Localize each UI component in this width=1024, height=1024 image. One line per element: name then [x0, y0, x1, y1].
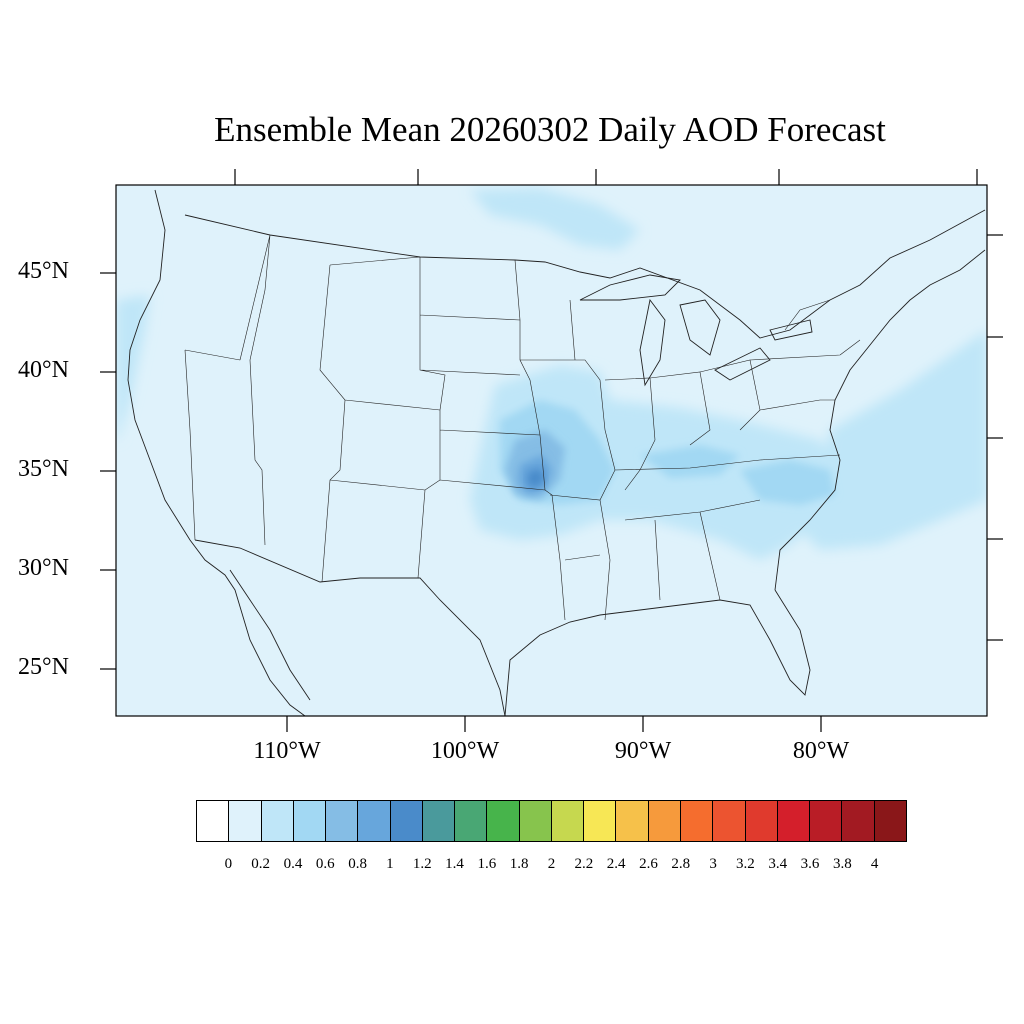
- lake-superior: [579, 274, 681, 301]
- lon-label-90w: 90°W: [614, 738, 672, 764]
- colorbar-tick-label: 3.2: [736, 856, 755, 872]
- colorbar-box: [229, 801, 262, 841]
- mexico-border: [194, 539, 506, 716]
- colorbar-box: [584, 801, 617, 841]
- aod-region-carolina: [740, 460, 835, 505]
- colorbar-tick-label: 2.8: [671, 856, 691, 872]
- colorbar-tick-label: 0.4: [283, 856, 303, 872]
- lon-label-110w: 110°W: [253, 738, 321, 764]
- colorbar-tick-label: 0.2: [251, 856, 270, 872]
- colorbar-tick-label: 1.4: [445, 856, 464, 872]
- colorbar-tick-label: 0.8: [348, 856, 367, 872]
- colorbar-box: [616, 801, 649, 841]
- lat-label-30n: 30°N: [18, 555, 69, 581]
- colorbar-tick-label: 1.6: [477, 856, 497, 872]
- map-title: Ensemble Mean 20260302 Daily AOD Forecas…: [214, 110, 886, 149]
- colorbar-box: [261, 801, 294, 841]
- colorbar-box: [326, 801, 359, 841]
- lake-erie: [714, 347, 771, 381]
- colorbar-box: [842, 801, 875, 841]
- colorbar-tick-label: 2.2: [574, 856, 594, 872]
- colorbar-tick-label: 3: [709, 856, 717, 872]
- colorbar: [196, 800, 907, 842]
- colorbar-box: [487, 801, 520, 841]
- colorbar-box: [293, 801, 327, 841]
- lat-label-35n: 35°N: [18, 456, 69, 482]
- colorbar-box: [358, 801, 391, 841]
- aod-region-atlantic-band: [790, 330, 987, 550]
- colorbar-box: [713, 801, 746, 841]
- canada-border: [184, 209, 986, 339]
- left-ticks: [100, 272, 116, 670]
- gulf-of-california: [229, 569, 311, 701]
- aod-region-kentucky: [640, 445, 740, 478]
- colorbar-box: [777, 801, 811, 841]
- right-ticks: [987, 234, 1003, 641]
- colorbar-tick-label: 2.4: [606, 856, 626, 872]
- colorbar-box: [874, 801, 906, 841]
- aod-region-great-lakes-north: [470, 188, 640, 250]
- colorbar-tick-label: 1: [386, 856, 394, 872]
- colorbar-box: [745, 801, 778, 841]
- aod-contours: [116, 188, 987, 560]
- lon-label-100w: 100°W: [430, 738, 500, 764]
- lake-michigan: [639, 298, 666, 387]
- lat-label-45n: 45°N: [18, 258, 69, 284]
- bottom-ticks: [286, 716, 822, 732]
- colorbar-tick-label: 0: [224, 856, 233, 872]
- colorbar-box: [519, 801, 552, 841]
- colorbar-tick-label: 0.6: [315, 856, 335, 872]
- aod-region-west-coast: [116, 295, 150, 440]
- colorbar-box: [390, 801, 423, 841]
- lake-ontario: [769, 319, 813, 341]
- colorbar-box: [455, 801, 488, 841]
- colorbar-tick-label: 3.4: [768, 856, 788, 872]
- colorbar-tick-label: 1.8: [509, 856, 529, 872]
- lat-label-25n: 25°N: [18, 654, 69, 680]
- lake-huron: [679, 299, 721, 356]
- colorbar-tick-label: 4: [870, 856, 879, 872]
- colorbar-box: [422, 801, 456, 841]
- lat-label-40n: 40°N: [18, 357, 69, 383]
- map-frame: [115, 184, 988, 717]
- colorbar-box: [197, 801, 230, 841]
- state-lines: [184, 234, 861, 621]
- colorbar-box: [551, 801, 585, 841]
- pacific-coast: [127, 189, 306, 716]
- aod-region-ozark-peak: [527, 468, 545, 488]
- atlantic-coast: [774, 249, 986, 591]
- colorbar-tick-label: 3.8: [832, 856, 852, 872]
- top-ticks: [234, 169, 978, 185]
- colorbar-box: [648, 801, 681, 841]
- colorbar-tick-label: 3.6: [800, 856, 820, 872]
- lon-label-80w: 80°W: [792, 738, 850, 764]
- colorbar-tick-label: 1.2: [412, 856, 432, 872]
- colorbar-box: [680, 801, 714, 841]
- colorbar-box: [810, 801, 843, 841]
- map-borders: [127, 189, 986, 716]
- colorbar-tick-label: 2.6: [639, 856, 658, 872]
- colorbar-tick-label: 2: [547, 856, 556, 872]
